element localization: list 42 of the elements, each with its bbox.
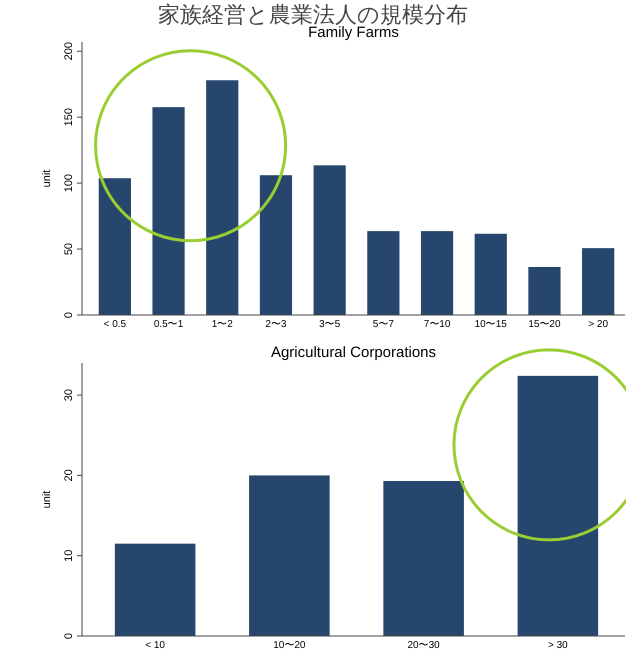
- bar: [582, 248, 614, 315]
- y-tick-label: 30: [63, 388, 75, 402]
- x-tick-label: < 0.5: [104, 319, 127, 330]
- y-axis-title: unit: [41, 170, 53, 188]
- x-tick-label: > 30: [548, 640, 568, 651]
- x-tick-label: 0.5〜1: [154, 319, 184, 330]
- y-tick-label: 50: [63, 242, 75, 256]
- bar: [367, 231, 400, 315]
- x-tick-label: 15〜20: [528, 319, 562, 330]
- y-tick-label: 200: [63, 42, 75, 60]
- x-tick-label: 2〜3: [265, 319, 287, 330]
- bar: [474, 234, 507, 315]
- x-tick-label: 3〜5: [319, 319, 341, 330]
- y-tick-label: 20: [63, 469, 75, 482]
- bar: [152, 107, 185, 315]
- x-tick-label: 10〜15: [474, 319, 508, 330]
- y-tick-label: 0: [63, 632, 75, 640]
- y-tick-label: 10: [63, 550, 75, 562]
- chart-title: Agricultural Corporations: [270, 344, 436, 361]
- bar: [249, 475, 330, 636]
- bar: [383, 481, 464, 636]
- y-tick-label: 100: [63, 174, 75, 192]
- x-tick-label: 1〜2: [212, 319, 234, 330]
- y-tick-label: 150: [63, 108, 75, 126]
- x-tick-label: < 10: [145, 640, 166, 651]
- bar: [98, 178, 131, 315]
- y-tick-label: 0: [63, 312, 75, 318]
- chart-subtitle: Family Farms: [308, 24, 399, 41]
- bar: [114, 544, 196, 636]
- bar: [420, 231, 454, 315]
- x-tick-label: 20〜30: [408, 640, 440, 651]
- chart-title: 家族経営と農業法人の規模分布: [158, 2, 468, 27]
- y-axis-title: unit: [41, 490, 53, 508]
- bar: [314, 165, 346, 315]
- x-tick-label: 7〜10: [424, 319, 451, 330]
- x-tick-label: > 20: [588, 319, 608, 330]
- bar: [206, 80, 238, 315]
- x-tick-label: 10〜20: [273, 640, 306, 651]
- x-tick-label: 5〜7: [372, 319, 394, 330]
- bar: [260, 175, 292, 315]
- bar: [518, 376, 598, 636]
- bar: [528, 266, 561, 315]
